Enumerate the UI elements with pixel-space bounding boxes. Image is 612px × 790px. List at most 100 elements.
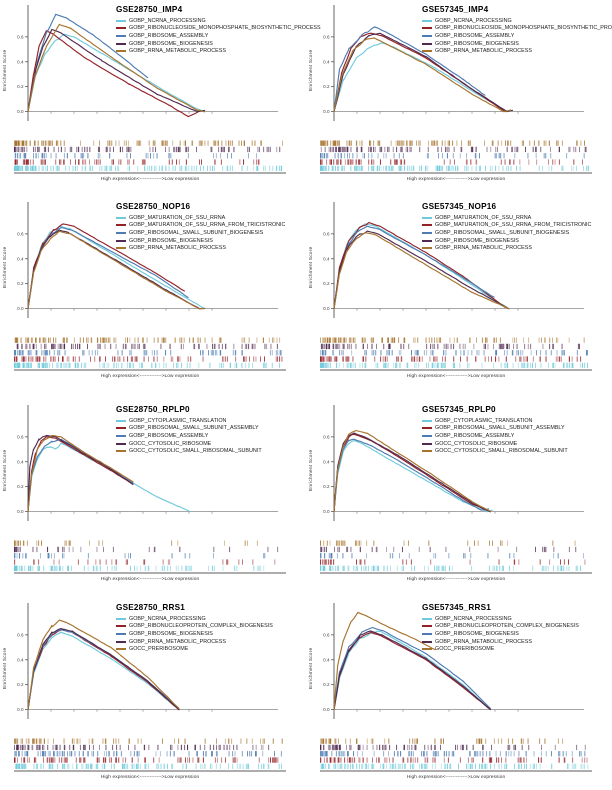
panel-gse57345-imp4: Enrichment Score 0.6 0.4 0.2 0.0 GSE57345_I… bbox=[306, 0, 612, 197]
panel-gse28750-rrs1: Enrichment Score 0.6 0.4 0.2 0.0 GSE28750_R… bbox=[0, 598, 306, 790]
legend-color-dash bbox=[422, 419, 432, 422]
legend-color-dash bbox=[422, 442, 432, 445]
legend-item: GOBP_RIBOSOME_ASSEMBLY bbox=[422, 32, 612, 40]
legend-label: GOBP_RIBOSOME_BIOGENESIS bbox=[435, 630, 519, 637]
legend-item: GOBP_CYTOPLASMIC_TRANSLATION bbox=[116, 417, 262, 425]
barcode-plot-svg bbox=[320, 738, 592, 772]
panel-gse28750-imp4: Enrichment Score 0.6 0.4 0.2 0.0 GSE28750_I… bbox=[0, 0, 321, 197]
barcode-area: High expression<------------->Low expres… bbox=[14, 140, 294, 182]
svg-text:0.4: 0.4 bbox=[323, 459, 330, 464]
barcode-area: High expression<------------->Low expres… bbox=[320, 540, 600, 582]
legend-label: GOBP_RIBOSOME_BIOGENESIS bbox=[129, 40, 213, 47]
legend-color-dash bbox=[422, 231, 432, 234]
svg-text:0.2: 0.2 bbox=[17, 682, 24, 687]
legend-item: GOBP_RIBOSOME_BIOGENESIS bbox=[422, 237, 591, 245]
legend-label: GOBP_RIBOSOME_BIOGENESIS bbox=[435, 237, 519, 244]
panel-title: GSE28750_RPLP0 bbox=[116, 405, 190, 414]
legend-label: GOBP_MATURATION_OF_SSU_RRNA bbox=[435, 214, 532, 221]
legend-item: GOBP_NCRNA_PROCESSING bbox=[422, 17, 612, 25]
legend-color-dash bbox=[422, 247, 432, 250]
legend-label: GOBP_RIBONUCLEOPROTEIN_COMPLEX_BIOGENESI… bbox=[129, 623, 273, 630]
svg-text:0.4: 0.4 bbox=[17, 657, 24, 662]
legend: GOBP_MATURATION_OF_SSU_RRNA GOBP_MATURATI… bbox=[116, 214, 285, 252]
svg-text:0.2: 0.2 bbox=[17, 484, 24, 489]
svg-text:0.4: 0.4 bbox=[17, 459, 24, 464]
enrichment-plot: Enrichment Score 0.6 0.4 0.2 0.0 GSE57345_R… bbox=[309, 600, 610, 732]
legend-item: GOCC_CYTOSOLIC_SMALL_RIBOSOMAL_SUBUNIT bbox=[422, 447, 568, 455]
legend-item: GOBP_RRNA_METABOLIC_PROCESS bbox=[422, 244, 591, 252]
panel-title: GSE57345_IMP4 bbox=[422, 5, 489, 14]
legend-color-dash bbox=[422, 34, 432, 37]
panel-title: GSE28750_NOP16 bbox=[116, 202, 191, 211]
legend-color-dash bbox=[422, 427, 432, 430]
legend-item: GOBP_NCRNA_PROCESSING bbox=[116, 17, 321, 25]
panel-gse57345-rrs1: Enrichment Score 0.6 0.4 0.2 0.0 GSE57345_R… bbox=[306, 598, 612, 790]
barcode-plot-svg bbox=[320, 337, 592, 371]
legend-label: GOBP_RIBONUCLEOPROTEIN_COMPLEX_BIOGENESI… bbox=[435, 623, 579, 630]
legend-color-dash bbox=[116, 625, 126, 628]
svg-text:0.2: 0.2 bbox=[17, 84, 24, 89]
legend-item: GOCC_PRERIBOSOME bbox=[116, 645, 273, 653]
panel-gse57345-rplp0: Enrichment Score 0.6 0.4 0.2 0.0 GSE57345_R… bbox=[306, 400, 612, 598]
enrichment-plot: Enrichment Score 0.6 0.4 0.2 0.0 GSE57345_I… bbox=[309, 2, 612, 134]
legend-label: GOBP_RIBOSOME_ASSEMBLY bbox=[129, 32, 209, 39]
expression-axis-label: High expression<------------->Low expres… bbox=[100, 374, 200, 379]
barcode-area: High expression<------------->Low expres… bbox=[14, 738, 294, 780]
barcode-area: High expression<------------->Low expres… bbox=[320, 140, 600, 182]
svg-text:0.2: 0.2 bbox=[323, 281, 330, 286]
legend-color-dash bbox=[116, 216, 126, 219]
legend-label: GOBP_RRNA_METABOLIC_PROCESS bbox=[129, 48, 226, 55]
legend-label: GOBP_RIBONUCLEOSIDE_MONOPHOSPHATE_BIOSYN… bbox=[129, 25, 321, 32]
legend-label: GOBP_RRNA_METABOLIC_PROCESS bbox=[129, 245, 226, 252]
panel-gse57345-nop16: Enrichment Score 0.6 0.4 0.2 0.0 GSE57345_N… bbox=[306, 197, 612, 400]
legend-item: GOCC_PRERIBOSOME bbox=[422, 645, 579, 653]
legend-label: GOBP_CYTOPLASMIC_TRANSLATION bbox=[129, 417, 227, 424]
legend-color-dash bbox=[422, 450, 432, 453]
legend-color-dash bbox=[422, 19, 432, 22]
enrichment-curves-svg: 0.6 0.4 0.2 0.0 bbox=[323, 405, 584, 521]
legend-label: GOBP_RIBOSOME_ASSEMBLY bbox=[435, 432, 515, 439]
legend-color-dash bbox=[116, 648, 126, 651]
svg-text:0.0: 0.0 bbox=[17, 306, 24, 311]
legend-label: GOCC_CYTOSOLIC_SMALL_RIBOSOMAL_SUBUNIT bbox=[129, 448, 262, 455]
legend-color-dash bbox=[422, 224, 432, 227]
legend: GOBP_NCRNA_PROCESSING GOBP_RIBONUCLEOPROT… bbox=[422, 615, 579, 653]
barcode-plot-svg bbox=[320, 540, 592, 574]
svg-text:0.0: 0.0 bbox=[323, 109, 330, 114]
legend-label: GOBP_RIBOSOME_BIOGENESIS bbox=[129, 630, 213, 637]
enrichment-plot: Enrichment Score 0.6 0.4 0.2 0.0 GSE28750_I… bbox=[3, 2, 321, 134]
svg-text:0.0: 0.0 bbox=[323, 707, 330, 712]
barcode-plot-svg bbox=[14, 540, 286, 574]
legend-color-dash bbox=[116, 632, 126, 635]
svg-text:0.0: 0.0 bbox=[17, 707, 24, 712]
legend-item: GOBP_RRNA_METABOLIC_PROCESS bbox=[116, 47, 321, 55]
legend-label: GOBP_NCRNA_PROCESSING bbox=[129, 615, 206, 622]
svg-text:0.6: 0.6 bbox=[323, 632, 330, 637]
legend-label: GOBP_RIBOSOMAL_SMALL_SUBUNIT_BIOGENESIS bbox=[129, 229, 264, 236]
legend-item: GOBP_RIBOSOME_BIOGENESIS bbox=[116, 237, 285, 245]
legend-label: GOBP_RIBOSOME_BIOGENESIS bbox=[129, 237, 213, 244]
expression-axis-label: High expression<------------->Low expres… bbox=[100, 177, 200, 182]
enrichment-curves-svg: 0.6 0.4 0.2 0.0 bbox=[17, 5, 278, 121]
legend-item: GOBP_NCRNA_PROCESSING bbox=[116, 615, 273, 623]
legend-color-dash bbox=[422, 632, 432, 635]
svg-text:0.6: 0.6 bbox=[17, 34, 24, 39]
legend-color-dash bbox=[422, 239, 432, 242]
legend-color-dash bbox=[422, 27, 432, 30]
legend-item: GOBP_MATURATION_OF_SSU_RRNA_FROM_TRICIST… bbox=[116, 222, 285, 230]
legend-item: GOBP_RIBOSOMAL_SMALL_SUBUNIT_BIOGENESIS bbox=[422, 229, 591, 237]
panel-title: GSE57345_NOP16 bbox=[422, 202, 497, 211]
barcode-plot-svg bbox=[14, 140, 286, 174]
legend-color-dash bbox=[422, 42, 432, 45]
legend-color-dash bbox=[422, 50, 432, 53]
legend: GOBP_NCRNA_PROCESSING GOBP_RIBONUCLEOPROT… bbox=[116, 615, 273, 653]
expression-axis-label: High expression<------------->Low expres… bbox=[406, 577, 506, 582]
legend-item: GOBP_RRNA_METABOLIC_PROCESS bbox=[422, 47, 612, 55]
enrichment-plot: Enrichment Score 0.6 0.4 0.2 0.0 GSE57345_R… bbox=[309, 402, 610, 534]
legend-color-dash bbox=[116, 231, 126, 234]
legend-color-dash bbox=[422, 434, 432, 437]
panel-title: GSE57345_RRS1 bbox=[422, 603, 492, 612]
legend-label: GOBP_RIBOSOMAL_SMALL_SUBUNIT_ASSEMBLY bbox=[129, 425, 259, 432]
legend-item: GOBP_RIBOSOME_BIOGENESIS bbox=[422, 630, 579, 638]
legend-color-dash bbox=[422, 625, 432, 628]
